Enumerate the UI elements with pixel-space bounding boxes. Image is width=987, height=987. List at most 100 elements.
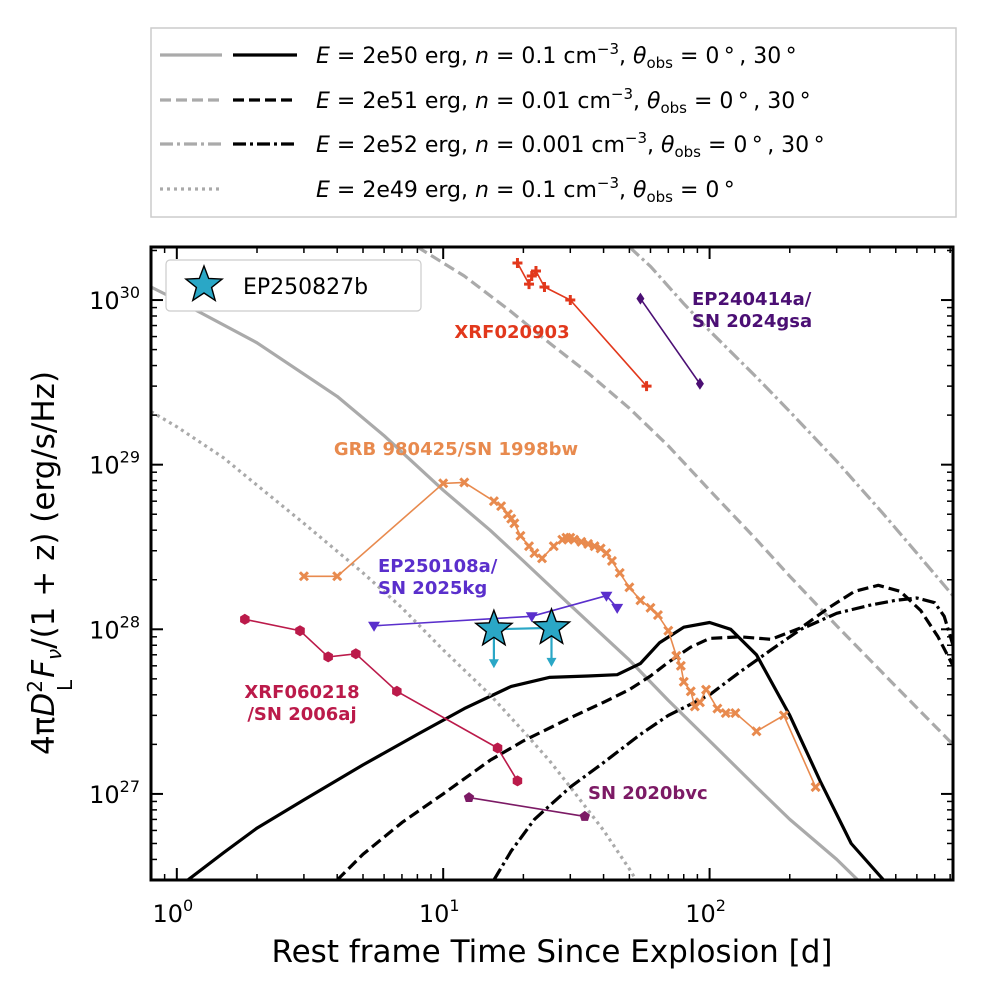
legend-text-part: = 2e51 erg,	[330, 89, 475, 114]
observation-labels: XRF020903 EP240414a/SN 2024gsa GRB 980425/…	[244, 289, 812, 804]
legend-text-part: obs	[646, 54, 673, 72]
series-grb-980425-sn-1998bw	[298, 477, 821, 793]
series-ep240414a-sn-2024gsa	[636, 292, 704, 390]
data-point	[606, 555, 618, 567]
inner-legend-label: EP250827b	[243, 275, 368, 300]
data-point	[548, 541, 559, 552]
data-point	[295, 625, 305, 637]
legend-text-part: ,	[619, 178, 633, 203]
plot-content	[151, 247, 953, 880]
legend-text-part: −3	[625, 129, 647, 147]
plot-frame	[149, 245, 955, 882]
legend-row-solid: E = 2e50 erg, n = 0.1 cm−3, θobs = 0 ° ,…	[160, 40, 797, 72]
data-point	[579, 810, 590, 821]
legend-text-part: obs	[674, 143, 701, 161]
tick-exponent: 27	[120, 777, 140, 796]
legend-text-part: E	[316, 44, 330, 69]
data-point	[685, 686, 696, 697]
legend-text-part: n	[475, 44, 489, 69]
legend-text-part: −3	[611, 85, 633, 103]
legend-text-part: ,	[619, 44, 633, 69]
legend-text-part: ,	[633, 89, 647, 114]
data-point	[675, 660, 686, 671]
data-point	[332, 571, 343, 582]
data-point	[529, 548, 540, 559]
ep250827b-points	[473, 606, 572, 669]
legend-text-part: θ	[633, 44, 647, 69]
label-ep240414a-sn-2024gsa: EP240414a/SN 2024gsa	[692, 289, 812, 332]
model-curve-6	[151, 410, 638, 880]
y-tick-label: 1030	[89, 283, 140, 315]
legend-text-part: = 2e49 erg,	[330, 178, 475, 203]
data-point	[565, 295, 576, 306]
data-point	[636, 292, 645, 305]
data-point	[624, 582, 635, 593]
legend-text-part: E	[316, 89, 330, 114]
data-point	[569, 534, 580, 545]
legend-text-part: θ	[633, 178, 647, 203]
legend-row-dashdot: E = 2e52 erg, n = 0.001 cm−3, θobs = 0 °…	[160, 129, 825, 161]
label-grb-980425-sn-1998bw: GRB 980425/SN 1998bw	[334, 439, 578, 460]
data-point	[583, 538, 594, 549]
legend-text-part: = 0.1 cm	[489, 44, 597, 69]
data-point	[576, 536, 587, 547]
y-label-part: /(1 + z) (erg/s/Hz)	[26, 371, 62, 649]
label-line: EP240414a/	[692, 289, 812, 310]
label-line: /SN 2006aj	[247, 704, 356, 725]
data-point	[700, 684, 712, 695]
y-tick-label: 1029	[89, 448, 140, 480]
label-xrf060218-sn-2006aj: XRF060218/SN 2006aj	[244, 682, 359, 725]
model-curve-0	[151, 285, 859, 880]
legend-text-part: −3	[597, 40, 619, 58]
y-tick-label: 1027	[89, 777, 140, 809]
legend-text-part: n	[475, 178, 489, 203]
inner-legend: EP250827b	[165, 259, 422, 312]
legend-text: E = 2e52 erg, n = 0.001 cm−3, θobs = 0 °…	[316, 129, 825, 161]
label-line: SN 2024gsa	[692, 311, 812, 332]
data-point	[463, 792, 475, 802]
data-point	[536, 553, 548, 564]
legend-text-part: = 0.001 cm	[489, 133, 625, 158]
data-point	[323, 651, 333, 663]
data-point	[671, 650, 682, 661]
label-line: GRB 980425/SN 1998bw	[334, 439, 578, 460]
data-point	[438, 478, 449, 489]
data-point	[611, 603, 624, 614]
y-label-part: F	[26, 659, 62, 678]
data-point	[512, 257, 523, 268]
series-xrf060218-sn-2006aj	[240, 613, 523, 787]
tick-exponent: 2	[716, 896, 726, 915]
y-label-part: D	[26, 693, 62, 717]
model-curve-1	[186, 620, 885, 880]
tick-exponent: 29	[120, 448, 140, 467]
inner-legend-box	[165, 259, 422, 312]
data-point	[641, 381, 652, 392]
data-point	[663, 625, 674, 636]
data-point	[539, 282, 550, 293]
legend-row-dotted: E = 2e49 erg, n = 0.1 cm−3, θobs = 0 °	[160, 174, 735, 206]
legend-text-part: θ	[661, 133, 675, 158]
legend-text: E = 2e49 erg, n = 0.1 cm−3, θobs = 0 °	[316, 174, 735, 206]
data-point	[496, 501, 507, 512]
label-line: EP250108a/	[378, 556, 498, 577]
inner-legend-star-icon	[184, 264, 224, 303]
label-sn-2020bvc: SN 2020bvc	[588, 783, 708, 804]
legend-text-part: = 0 ° , 30 °	[701, 133, 825, 158]
x-axis-label: Rest frame Time Since Explosion [d]	[271, 934, 832, 970]
y-label-part: 2	[23, 680, 47, 693]
data-point	[515, 530, 526, 541]
legend-text-part: obs	[660, 99, 687, 117]
y-label-part: ν	[42, 649, 66, 660]
upper-limit-arrow	[488, 659, 499, 669]
legend-text-part: n	[475, 89, 489, 114]
label-line: XRF060218	[244, 682, 359, 703]
data-point	[635, 595, 646, 606]
data-point	[298, 571, 309, 582]
legend-text: E = 2e50 erg, n = 0.1 cm−3, θobs = 0 ° ,…	[316, 40, 797, 72]
legend-text-part: θ	[647, 89, 661, 114]
model-curve-2	[416, 247, 953, 746]
label-line: XRF020903	[454, 322, 569, 343]
tick-base: 10	[419, 900, 450, 928]
data-point	[524, 279, 535, 290]
